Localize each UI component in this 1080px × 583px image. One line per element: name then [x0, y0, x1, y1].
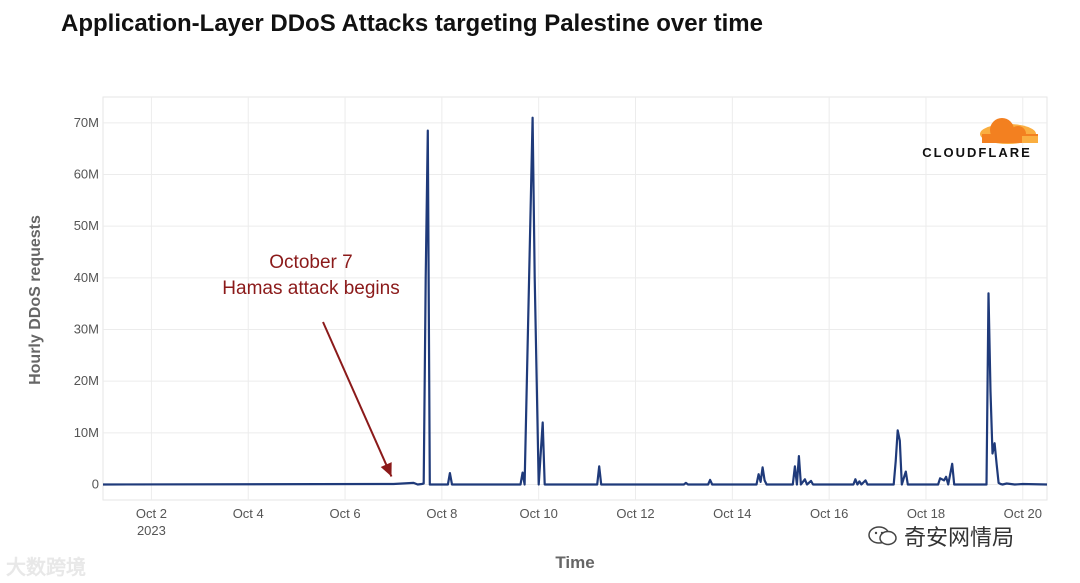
y-tick-label: 10M [74, 425, 99, 440]
cloudflare-logo: CLOUDFLARE [914, 116, 1040, 162]
x-year-label: 2023 [137, 523, 166, 538]
chart-title: Application-Layer DDoS Attacks targeting… [61, 10, 763, 37]
cloud-icon [980, 118, 1038, 144]
x-tick-label: Oct 4 [233, 506, 264, 521]
x-tick-label: Oct 6 [330, 506, 361, 521]
x-tick-label: Oct 14 [713, 506, 751, 521]
annotation-arrow-shaft [322, 321, 393, 477]
x-tick-label: Oct 20 [1004, 506, 1042, 521]
series-line [102, 116, 1048, 486]
watermark-left: 大数跨境 [6, 557, 86, 579]
x-tick-label: Oct 16 [810, 506, 848, 521]
y-tick-label: 40M [74, 270, 99, 285]
series-layer [102, 116, 1048, 486]
y-tick-label: 70M [74, 115, 99, 130]
grid-lines [102, 96, 1048, 501]
plot-frame [102, 96, 1048, 501]
x-axis-label: Time [555, 553, 595, 572]
annotation-line-2: Hamas attack begins [222, 278, 400, 299]
x-tick-label: Oct 12 [616, 506, 654, 521]
y-tick-label: 60M [74, 167, 99, 182]
watermark-right: 奇安网情局 [868, 520, 1014, 552]
x-tick-labels: Oct 2 Oct 4 Oct 6 Oct 8 Oct 10 Oct 12 Oct 14 Oc… [136, 506, 1042, 538]
annotation-arrow-head [380, 462, 392, 477]
watermark-right-text: 奇安网情局 [904, 525, 1015, 550]
cloudflare-wordmark: CLOUDFLARE [922, 145, 1032, 160]
annotation-arrow [322, 321, 393, 477]
x-tick-label: Oct 18 [907, 506, 945, 521]
x-tick-label: Oct 8 [426, 506, 457, 521]
y-tick-label: 0 [92, 477, 99, 492]
x-tick-label: Oct 2 [136, 506, 167, 521]
x-tick-label: Oct 10 [520, 506, 558, 521]
wechat-icon [868, 525, 898, 547]
y-tick-label: 30M [74, 322, 99, 337]
annotation-line-1: October 7 [269, 252, 353, 273]
y-tick-labels: 0 10M 20M 30M 40M 50M 60M 70M [74, 115, 99, 492]
y-tick-label: 50M [74, 218, 99, 233]
y-tick-label: 20M [74, 373, 99, 388]
annotation-label: October 7 Hamas attack begins [222, 250, 399, 302]
